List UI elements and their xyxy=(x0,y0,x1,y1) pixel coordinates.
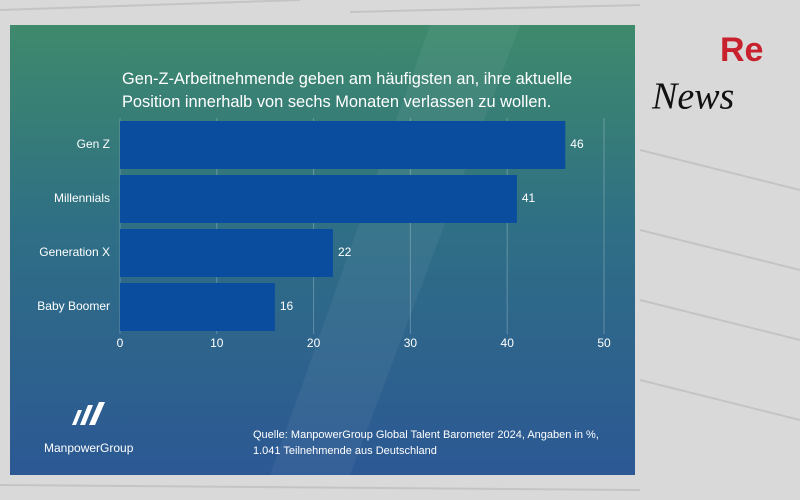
bar xyxy=(120,121,566,169)
bar xyxy=(120,229,333,277)
x-tick-label: 0 xyxy=(117,336,124,350)
source-note: 1.041 Teilnehmende aus Deutschland xyxy=(253,445,437,457)
x-tick-label: 40 xyxy=(501,336,515,350)
chart-title: Gen-Z-Arbeitnehmende geben am häufigsten… xyxy=(122,70,573,111)
news-logo: News xyxy=(651,76,734,118)
data-label: 46 xyxy=(570,137,584,151)
company-name: ManpowerGroup xyxy=(44,441,134,455)
x-tick-label: 50 xyxy=(597,336,611,350)
bar xyxy=(120,175,517,223)
bar xyxy=(120,283,275,331)
data-label: 22 xyxy=(338,245,352,259)
company-logo: ManpowerGroup xyxy=(44,402,134,455)
y-tick-label: Baby Boomer xyxy=(37,299,110,313)
source-note: Quelle: ManpowerGroup Global Talent Baro… xyxy=(253,429,599,441)
x-tick-label: 20 xyxy=(307,336,321,350)
y-tick-label: Gen Z xyxy=(77,137,110,151)
x-tick-label: 10 xyxy=(210,336,224,350)
re-logo: Re xyxy=(720,31,763,69)
y-tick-label: Millennials xyxy=(54,191,110,205)
data-label: 41 xyxy=(522,191,536,205)
data-label: 16 xyxy=(280,299,294,313)
y-tick-label: Generation X xyxy=(39,245,110,259)
x-tick-label: 30 xyxy=(404,336,418,350)
